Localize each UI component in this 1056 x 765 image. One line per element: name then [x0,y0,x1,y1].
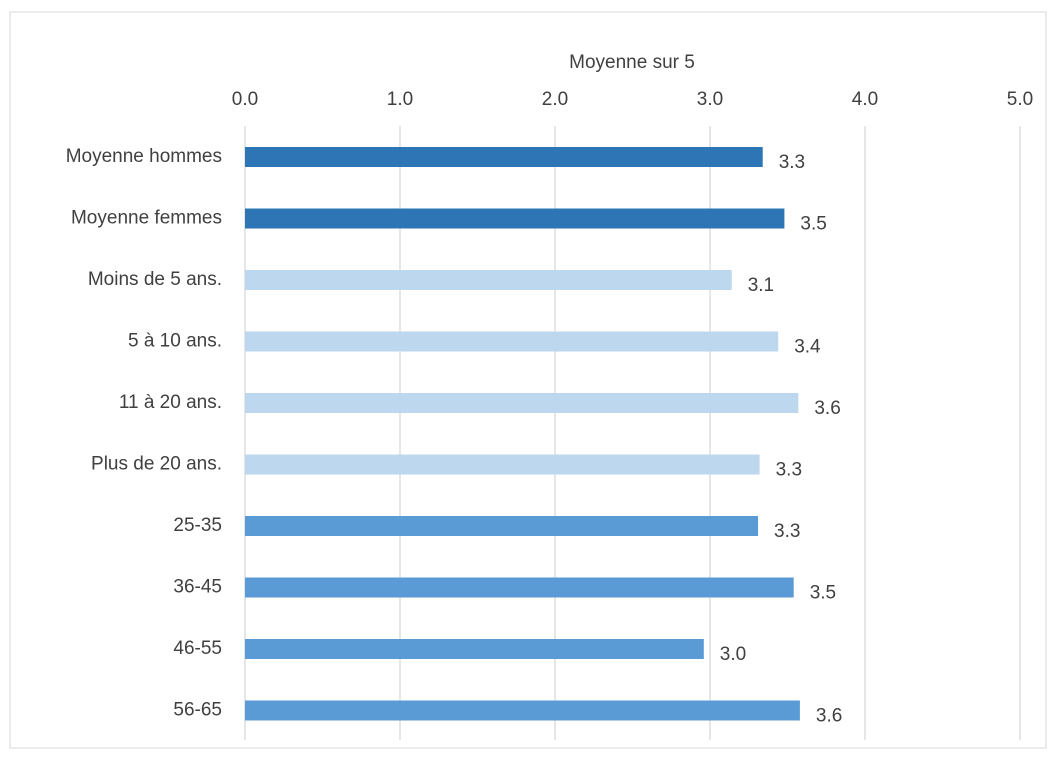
axis-title: Moyenne sur 5 [569,52,695,73]
value-label: 3.4 [794,337,821,358]
y-tick-label: 5 à 10 ans. [128,331,222,352]
x-tick-label: 3.0 [697,89,723,110]
value-label: 3.0 [720,644,746,665]
value-label: 3.6 [816,706,842,727]
chart-border [9,11,1047,749]
value-label: 3.1 [748,275,774,296]
y-tick-label: 11 à 20 ans. [119,392,222,413]
x-tick-label: 1.0 [387,89,413,110]
y-tick-label: 36-45 [173,577,222,598]
value-label: 3.5 [810,583,836,604]
bar [245,208,785,229]
x-tick-label: 5.0 [1007,89,1033,110]
value-label: 3.5 [800,214,826,235]
bar [245,639,704,659]
x-tick-label: 4.0 [852,89,878,110]
bar [245,147,763,167]
x-tick-label: 0.0 [232,89,258,110]
y-tick-label: Moyenne hommes [66,146,222,167]
bar [245,393,799,413]
y-tick-label: 56-65 [173,700,222,721]
bar [245,577,794,598]
x-tick-label: 2.0 [542,89,568,110]
bar [245,454,760,475]
value-label: 3.3 [779,152,805,173]
bar [245,270,732,290]
y-tick-label: Plus de 20 ans. [91,454,222,475]
bar [245,331,779,352]
bar [245,700,800,721]
value-label: 3.3 [774,521,800,542]
y-tick-label: Moins de 5 ans. [88,269,222,290]
y-tick-label: 46-55 [173,638,222,659]
y-tick-label: 25-35 [173,515,222,536]
bar [245,516,759,536]
value-label: 3.3 [776,460,802,481]
value-label: 3.6 [814,398,840,419]
y-tick-label: Moyenne femmes [71,208,222,229]
